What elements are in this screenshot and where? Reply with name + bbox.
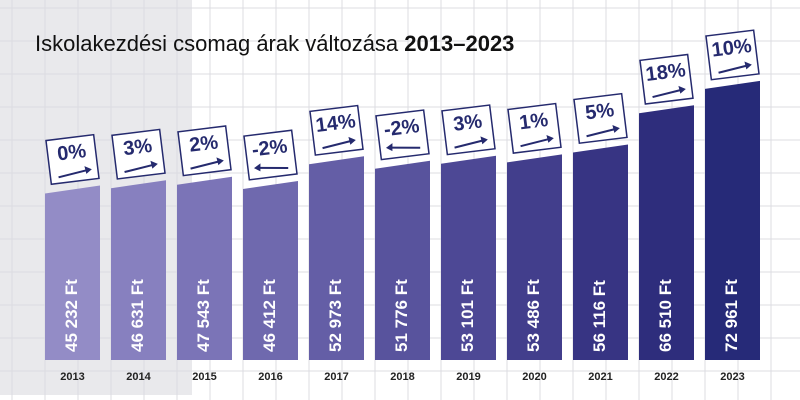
bar [177, 176, 232, 360]
x-tick-label: 2019 [456, 371, 480, 383]
value-label: 56 116 Ft [590, 280, 609, 352]
x-tick-label: 2023 [720, 371, 744, 383]
title-text: Iskolakezdési csomag árak változása [35, 31, 399, 56]
badge-box [705, 29, 760, 81]
change-label: 5% [584, 99, 616, 124]
arrow-head [612, 125, 620, 133]
change-arrow [586, 127, 619, 138]
badge-box [441, 104, 496, 156]
change-arrow [454, 138, 487, 149]
change-badge: -2% [375, 109, 430, 161]
value-label: 53 486 Ft [524, 279, 543, 352]
bar [705, 80, 760, 361]
change-badge: 18% [639, 53, 694, 105]
change-badge: 0% [45, 133, 100, 186]
value-label: 47 543 Ft [194, 279, 213, 352]
value-label: 66 510 Ft [656, 279, 675, 352]
change-badge: 5% [573, 92, 628, 145]
change-label: 3% [452, 110, 484, 135]
arrow-head [480, 136, 488, 145]
x-tick-label: 2014 [126, 371, 151, 383]
badge-box [111, 128, 166, 180]
badge-box [177, 125, 232, 177]
badge-box [639, 53, 694, 105]
bar [243, 181, 298, 360]
change-badge: 1% [507, 102, 562, 154]
change-label: -2% [383, 115, 421, 141]
value-label: 45 232 Ft [62, 279, 81, 352]
change-arrow [652, 88, 685, 99]
badge-box [573, 92, 628, 145]
change-badge: -2% [243, 129, 298, 181]
value-label: 53 101 Ft [458, 279, 477, 352]
change-badge: 14% [309, 104, 364, 156]
change-arrow [387, 146, 421, 149]
value-label: 46 631 Ft [128, 279, 147, 352]
change-arrow [124, 163, 157, 174]
x-tick-label: 2013 [60, 371, 84, 383]
bar [639, 105, 694, 361]
change-arrow [322, 139, 355, 150]
bar [309, 156, 364, 360]
change-label: 0% [56, 140, 88, 165]
x-tick-label: 2016 [258, 371, 282, 383]
arrow-head [678, 85, 686, 94]
arrow-head [744, 61, 752, 70]
arrow-head [84, 166, 92, 174]
change-label: 2% [188, 131, 220, 156]
value-label: 51 776 Ft [392, 279, 411, 352]
x-tick-label: 2021 [588, 371, 612, 383]
arrow-head [216, 157, 224, 166]
change-badge: 3% [441, 104, 496, 156]
change-arrow [718, 63, 751, 74]
x-tick-label: 2015 [192, 371, 216, 383]
value-label: 72 961 Ft [722, 279, 741, 352]
bar [111, 180, 166, 360]
value-label: 46 412 Ft [260, 279, 279, 352]
x-tick-label: 2020 [522, 371, 546, 383]
change-label: 14% [314, 110, 357, 137]
change-badge: 3% [111, 128, 166, 180]
change-label: 10% [710, 35, 753, 62]
change-label: 3% [122, 135, 154, 160]
arrow-head [546, 134, 554, 143]
badge-box [309, 104, 364, 156]
change-label: 18% [644, 59, 687, 86]
title-years: 2013–2023 [404, 31, 514, 56]
x-tick-label: 2022 [654, 371, 678, 383]
change-badge: 2% [177, 125, 232, 177]
bar [441, 155, 496, 360]
change-arrow [520, 137, 553, 148]
x-tick-label: 2018 [390, 371, 414, 383]
arrow-head [150, 160, 158, 169]
arrow-head [253, 163, 261, 172]
value-label: 52 973 Ft [326, 279, 345, 352]
arrow-head [348, 136, 356, 145]
arrow-head [385, 143, 393, 152]
bar [375, 160, 430, 360]
badge-box [507, 102, 562, 154]
bar [573, 144, 628, 360]
bar [45, 185, 100, 360]
change-arrow [255, 166, 289, 169]
change-badge: 10% [705, 29, 760, 81]
x-tick-label: 2017 [324, 371, 348, 383]
change-label: -2% [251, 135, 289, 161]
bar [507, 154, 562, 360]
change-arrow [190, 159, 223, 170]
change-arrow [58, 168, 91, 179]
badge-box [45, 133, 100, 186]
change-label: 1% [518, 109, 550, 134]
chart-title: Iskolakezdési csomag árak változása 2013… [35, 31, 514, 56]
